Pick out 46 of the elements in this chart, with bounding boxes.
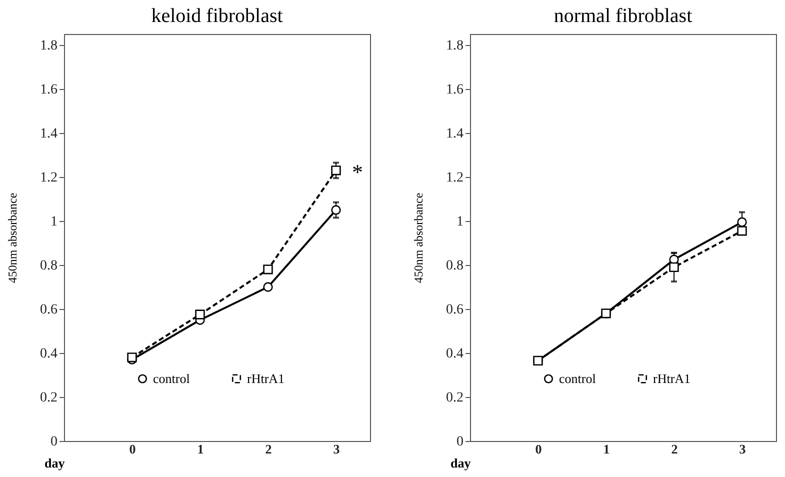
legend-label: control	[153, 370, 190, 386]
y-tick-label: 0.6	[446, 302, 464, 318]
x-tick-label: 1	[603, 442, 610, 456]
y-tick-label: 0.6	[40, 302, 58, 318]
y-axis-title: 450nm absorbance	[412, 192, 426, 284]
legend-label: rHtrA1	[653, 370, 691, 386]
y-tick-label: 0.4	[446, 346, 464, 362]
y-tick-label: 1.4	[446, 126, 464, 142]
y-tick-label: 1.2	[446, 170, 464, 186]
x-tick-label: 0	[535, 442, 542, 456]
legend-label: rHtrA1	[247, 370, 285, 386]
y-tick-label: 1.8	[40, 38, 58, 54]
annotation: *	[352, 159, 363, 184]
point	[263, 282, 273, 292]
x-tick-label: 2	[671, 442, 678, 456]
y-tick-label: 1.4	[40, 126, 58, 142]
point	[737, 217, 747, 227]
legend-label: control	[559, 370, 596, 386]
y-tick-label: 0.2	[446, 390, 464, 406]
y-tick-label: 1	[456, 214, 464, 230]
point	[737, 226, 747, 236]
x-axis-title: day	[450, 456, 472, 470]
y-tick-label: 0.2	[40, 390, 58, 406]
point	[331, 166, 341, 176]
x-tick-label: 1	[197, 442, 204, 456]
chart-title: keloid fibroblast	[151, 5, 284, 27]
x-tick-label: 3	[739, 442, 746, 456]
x-tick-label: 2	[265, 442, 272, 456]
x-tick-label: 0	[129, 442, 136, 456]
x-tick-label: 3	[333, 442, 340, 456]
x-axis-title: day	[44, 456, 66, 470]
y-tick-label: 0.8	[40, 258, 58, 274]
y-tick-label: 1.6	[40, 82, 58, 98]
y-tick-label: 1.6	[446, 82, 464, 98]
point	[669, 262, 679, 272]
point	[331, 205, 341, 215]
y-tick-label: 0.8	[446, 258, 464, 274]
y-tick-label: 1.8	[446, 38, 464, 54]
y-tick-label: 1.2	[40, 170, 58, 186]
y-tick-label: 0.4	[40, 346, 58, 362]
y-tick-label: 1	[50, 214, 58, 230]
chart-title: normal fibroblast	[554, 5, 693, 27]
point	[263, 264, 273, 274]
point	[195, 310, 205, 320]
y-axis-title: 450nm absorbance	[6, 192, 20, 284]
point	[533, 356, 543, 366]
